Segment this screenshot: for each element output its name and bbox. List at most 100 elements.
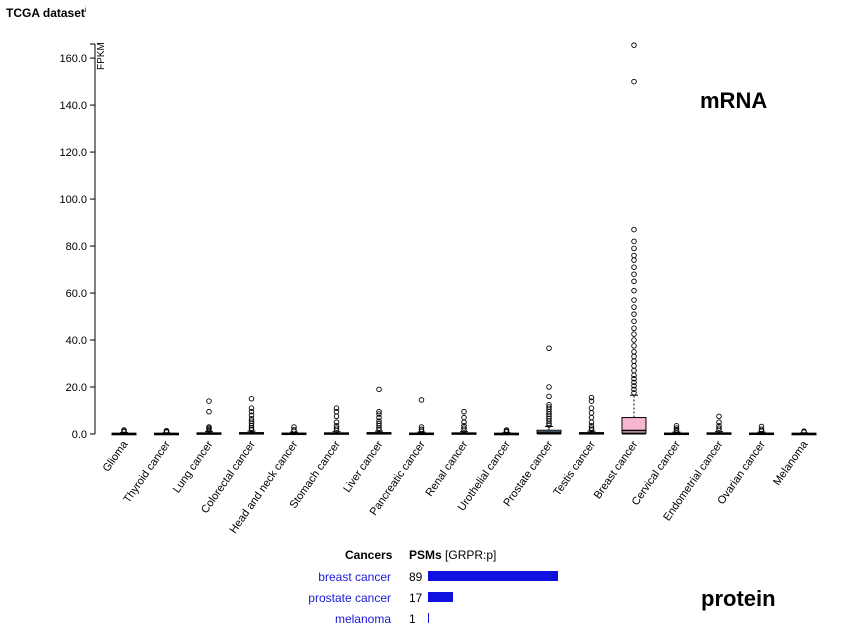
- box-iqr: [621, 417, 647, 434]
- outlier-point: [418, 424, 425, 430]
- header-psms: PSMs [GRPR:p]: [409, 548, 496, 562]
- y-tick-label: 60.0: [66, 288, 87, 300]
- outlier-point: [631, 278, 637, 285]
- outlier-point: [206, 398, 212, 404]
- outlier-point: [631, 271, 637, 277]
- outlier-point: [588, 425, 595, 431]
- header-psms-label: PSMs: [409, 548, 442, 562]
- outlier-point: [631, 297, 637, 303]
- outlier-point: [673, 425, 680, 431]
- outlier-point: [673, 427, 680, 433]
- outlier-point: [588, 405, 595, 411]
- outlier-point: [461, 408, 467, 415]
- protein-label: protein: [701, 586, 776, 611]
- outlier-point: [631, 252, 637, 259]
- outlier-point: [248, 415, 255, 422]
- outlier-point: [631, 318, 637, 324]
- outlier-point: [546, 404, 552, 410]
- mrna-boxplot: 0.0 20.0 40.0 60.0 80.0 100.0 120.0 140.0 160.0 F…: [59, 42, 817, 536]
- outlier-point: [631, 238, 637, 245]
- outlier-point: [588, 394, 595, 401]
- outlier-point: [631, 379, 637, 386]
- outlier-point: [546, 384, 552, 390]
- outlier-point: [546, 345, 552, 351]
- outlier-point: [248, 418, 255, 424]
- outlier-point: [376, 408, 382, 415]
- y-tick-label: 40.0: [66, 335, 87, 347]
- outlier-point: [503, 427, 510, 433]
- dataset-title-text: TCGA dataset: [6, 6, 85, 20]
- outlier-point: [376, 386, 382, 393]
- outlier-point: [631, 349, 637, 355]
- outlier-point: [461, 414, 467, 421]
- outlier-point: [206, 408, 212, 415]
- dataset-title: TCGA dataseti: [6, 6, 86, 20]
- outlier-point: [588, 423, 595, 429]
- outlier-point: [376, 427, 382, 433]
- outlier-point: [631, 78, 637, 85]
- outlier-point: [248, 427, 255, 433]
- outlier-point: [631, 245, 637, 252]
- outlier-point: [801, 428, 807, 434]
- protein-row-bar: [428, 592, 453, 602]
- outlier-point: [631, 287, 637, 294]
- outlier-point: [631, 325, 637, 332]
- outlier-point: [588, 427, 595, 433]
- outlier-point: [631, 343, 637, 349]
- protein-row-cancer-link[interactable]: melanoma: [334, 612, 391, 626]
- outlier-point: [376, 418, 382, 424]
- outlier-point: [631, 304, 637, 310]
- outlier-point: [716, 419, 722, 426]
- y-tick-label: 100.0: [59, 194, 87, 206]
- outlier-point: [376, 411, 382, 417]
- outlier-point: [461, 425, 467, 431]
- outlier-point: [291, 424, 297, 430]
- outlier-point: [631, 337, 637, 343]
- outlier-point: [163, 427, 170, 434]
- outlier-point: [631, 311, 637, 317]
- outlier-point: [376, 420, 382, 427]
- outlier-point: [333, 405, 340, 411]
- outlier-point: [631, 390, 637, 396]
- protein-row-psms: 17: [409, 591, 423, 605]
- outlier-point: [716, 425, 722, 431]
- outlier-point: [333, 425, 340, 431]
- outlier-point: [333, 408, 340, 415]
- protein-row-cancer-link[interactable]: breast cancer: [318, 570, 391, 584]
- protein-row-cancer-link[interactable]: prostate cancer: [308, 591, 391, 605]
- outlier-point: [376, 414, 382, 421]
- outlier-point: [631, 383, 637, 389]
- outlier-point: [631, 264, 637, 270]
- outlier-point: [631, 331, 637, 337]
- outlier-point: [546, 401, 552, 408]
- protein-row-psms: 1: [409, 612, 416, 626]
- y-axis-label: FPKM: [96, 42, 107, 70]
- outlier-point: [631, 376, 637, 382]
- y-tick-label: 160.0: [59, 53, 87, 65]
- outlier-point: [461, 423, 467, 429]
- header-gene: [GRPR:p]: [445, 548, 497, 562]
- y-tick-label: 140.0: [59, 100, 87, 112]
- outlier-point: [248, 412, 255, 418]
- info-icon[interactable]: i: [84, 7, 87, 14]
- outlier-point: [121, 427, 127, 433]
- protein-row-psms: 89: [409, 570, 423, 584]
- outlier-point: [248, 408, 255, 415]
- outlier-point: [716, 413, 722, 420]
- outlier-point: [588, 398, 595, 404]
- outlier-point: [631, 386, 637, 393]
- outlier-point: [333, 419, 340, 426]
- outlier-point: [631, 226, 637, 233]
- outlier-point: [758, 423, 765, 430]
- outlier-point: [418, 397, 425, 403]
- mrna-label: mRNA: [700, 88, 768, 113]
- header-cancers: Cancers: [345, 548, 393, 562]
- outlier-point: [206, 424, 212, 430]
- outlier-point: [418, 426, 425, 433]
- outlier-point: [673, 423, 680, 429]
- y-tick-label: 20.0: [66, 382, 87, 394]
- y-tick-label: 0.0: [72, 429, 87, 441]
- y-tick-label: 80.0: [66, 241, 87, 253]
- protein-row-bar: [428, 571, 558, 581]
